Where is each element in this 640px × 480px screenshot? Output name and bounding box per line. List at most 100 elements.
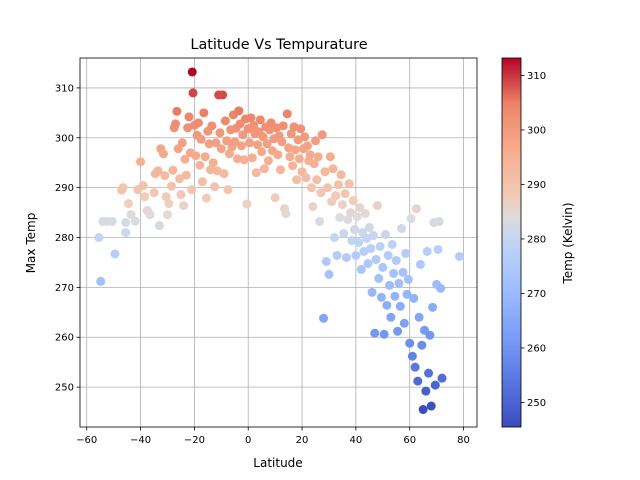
data-point: [345, 208, 355, 218]
data-point: [397, 224, 407, 234]
data-point: [172, 106, 182, 116]
data-point: [399, 318, 409, 328]
data-point: [382, 300, 392, 310]
data-point: [196, 134, 206, 144]
data-point: [413, 376, 423, 386]
data-point: [176, 190, 186, 200]
data-point: [325, 152, 335, 162]
data-point: [352, 212, 362, 222]
data-point: [344, 179, 354, 189]
data-point: [414, 312, 424, 322]
data-point: [395, 301, 405, 311]
data-point: [290, 145, 300, 155]
data-point: [309, 159, 319, 169]
data-point: [249, 120, 259, 130]
data-point: [393, 326, 403, 336]
data-point: [320, 167, 330, 177]
data-point: [428, 302, 438, 312]
data-point: [121, 228, 131, 238]
data-point: [411, 204, 421, 214]
data-point: [401, 248, 411, 258]
data-point: [390, 291, 400, 301]
data-point: [187, 185, 197, 195]
data-point: [281, 209, 291, 219]
data-point: [366, 243, 376, 253]
data-point: [212, 166, 222, 176]
y-tick-label: 260: [55, 333, 74, 344]
data-point: [180, 154, 190, 164]
y-axis-label: Max Temp: [24, 213, 38, 274]
data-point: [208, 158, 218, 168]
plot-frame: [79, 57, 478, 428]
data-point: [415, 259, 425, 269]
data-point: [162, 210, 172, 220]
data-point: [343, 215, 353, 225]
data-point: [161, 192, 171, 202]
data-point: [363, 258, 373, 268]
data-point: [187, 67, 197, 77]
data-point: [337, 200, 347, 210]
data-point: [437, 373, 447, 383]
x-tick-label: −60: [76, 435, 97, 446]
data-point: [311, 136, 321, 146]
y-axis-ticks: 250 260 270 280 290 300 310: [55, 83, 80, 394]
colorbar-tick-label: 280: [527, 234, 546, 245]
data-point: [200, 152, 210, 162]
data-point: [253, 140, 263, 150]
data-point: [224, 149, 234, 159]
data-point: [216, 144, 226, 154]
data-point: [167, 181, 177, 191]
data-point: [364, 223, 374, 233]
data-point: [175, 174, 185, 184]
colorbar-tick-label: 290: [527, 180, 546, 191]
data-point: [331, 191, 341, 201]
data-point: [398, 267, 408, 277]
data-point: [215, 128, 225, 138]
data-point: [316, 188, 326, 198]
data-point: [426, 401, 436, 411]
data-point: [351, 250, 361, 260]
colorbar-tick-label: 300: [527, 125, 546, 136]
x-tick-label: 60: [403, 435, 416, 446]
data-point: [202, 193, 212, 203]
data-point: [385, 280, 395, 290]
data-point: [394, 278, 404, 288]
data-point: [207, 121, 217, 131]
data-point: [247, 153, 257, 163]
data-point: [371, 254, 381, 264]
data-point: [386, 312, 396, 322]
data-point: [372, 201, 382, 211]
data-point: [321, 256, 331, 266]
data-point: [164, 199, 174, 209]
data-point: [259, 164, 269, 174]
data-point: [301, 173, 311, 183]
data-point: [177, 138, 187, 148]
data-point: [433, 244, 443, 254]
data-point: [220, 116, 230, 126]
x-tick-label: 0: [245, 435, 251, 446]
data-point: [341, 252, 351, 262]
data-point: [436, 283, 446, 293]
data-point: [126, 210, 136, 220]
data-point: [405, 338, 415, 348]
colorbar: [501, 57, 522, 428]
data-point: [242, 199, 252, 209]
data-point: [218, 90, 228, 100]
data-point: [160, 171, 170, 181]
data-point: [263, 156, 273, 166]
data-point: [296, 124, 306, 134]
data-point: [138, 181, 148, 191]
data-point: [356, 264, 366, 274]
data-point: [335, 213, 345, 223]
data-point: [340, 189, 350, 199]
colorbar-tick-label: 260: [527, 343, 546, 354]
data-point: [410, 362, 420, 372]
data-point: [417, 340, 427, 350]
data-point: [273, 150, 283, 160]
x-tick-label: −40: [130, 435, 151, 446]
data-point: [375, 241, 385, 251]
data-point: [206, 165, 216, 175]
data-point: [319, 313, 329, 323]
data-point: [276, 165, 286, 175]
data-point: [110, 249, 120, 259]
